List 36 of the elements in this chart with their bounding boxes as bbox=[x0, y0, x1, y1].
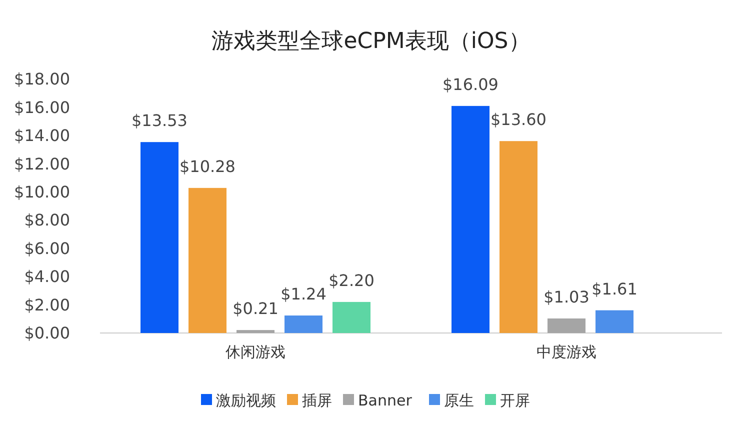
data-label: $1.03 bbox=[544, 287, 590, 306]
y-tick-label: $0.00 bbox=[24, 324, 70, 343]
legend-label: 开屏 bbox=[500, 391, 530, 410]
bar bbox=[284, 316, 322, 333]
y-tick-label: $4.00 bbox=[24, 267, 70, 286]
data-label: $0.21 bbox=[232, 299, 278, 318]
bar bbox=[452, 106, 490, 333]
y-tick-label: $6.00 bbox=[24, 238, 70, 258]
y-tick-label: $12.00 bbox=[14, 154, 70, 174]
y-tick-label: $18.00 bbox=[14, 70, 70, 89]
data-label: $1.61 bbox=[592, 279, 638, 298]
bar bbox=[236, 330, 274, 333]
data-label: $10.28 bbox=[180, 156, 236, 176]
bar bbox=[188, 188, 226, 333]
data-label: $13.60 bbox=[490, 110, 546, 130]
chart-title: 游戏类型全球eCPM表现（iOS） bbox=[212, 29, 530, 54]
data-label: $1.24 bbox=[280, 284, 326, 304]
y-tick-label: $16.00 bbox=[14, 98, 70, 117]
y-tick-label: $10.00 bbox=[14, 182, 70, 202]
legend-label: Banner bbox=[358, 391, 413, 410]
legend-label: 激励视频 bbox=[216, 391, 276, 410]
bar bbox=[548, 318, 586, 333]
legend-label: 插屏 bbox=[302, 391, 332, 410]
bar bbox=[332, 302, 370, 333]
bar bbox=[140, 142, 178, 333]
data-label: $16.09 bbox=[442, 74, 498, 94]
bar bbox=[596, 310, 634, 333]
x-tick-label: 休闲游戏 bbox=[226, 343, 286, 361]
x-tick-label: 中度游戏 bbox=[536, 343, 596, 361]
bar bbox=[500, 141, 538, 333]
y-tick-label: $2.00 bbox=[24, 295, 70, 314]
legend-label: 原生 bbox=[444, 391, 474, 410]
y-tick-label: $14.00 bbox=[14, 126, 70, 146]
data-label: $2.20 bbox=[328, 270, 374, 290]
y-tick-label: $8.00 bbox=[24, 210, 70, 230]
data-label: $13.53 bbox=[132, 111, 188, 130]
